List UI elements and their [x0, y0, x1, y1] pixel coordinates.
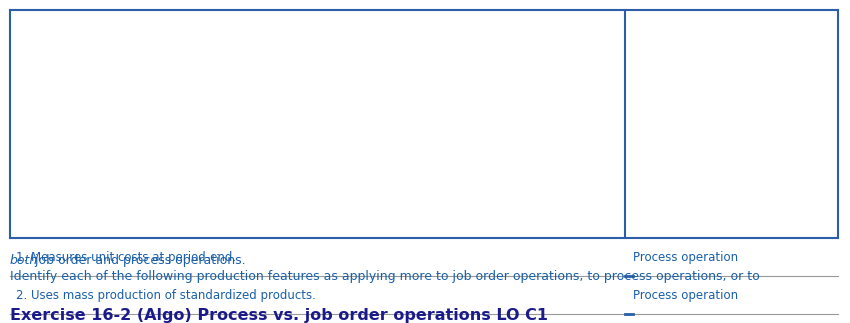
Text: 2. Uses mass production of standardized products.: 2. Uses mass production of standardized …	[16, 288, 316, 301]
Text: 1. Measures unit costs at period-end.: 1. Measures unit costs at period-end.	[16, 251, 236, 264]
Text: Exercise 16-2 (Algo) Process vs. job order operations LO C1: Exercise 16-2 (Algo) Process vs. job ord…	[10, 308, 548, 323]
Text: Process operation: Process operation	[633, 251, 738, 264]
Text: Process operation: Process operation	[633, 288, 738, 301]
Text: job order and process operations.: job order and process operations.	[31, 254, 246, 267]
Text: both: both	[10, 254, 38, 267]
Text: Identify each of the following production features as applying more to job order: Identify each of the following productio…	[10, 270, 760, 283]
